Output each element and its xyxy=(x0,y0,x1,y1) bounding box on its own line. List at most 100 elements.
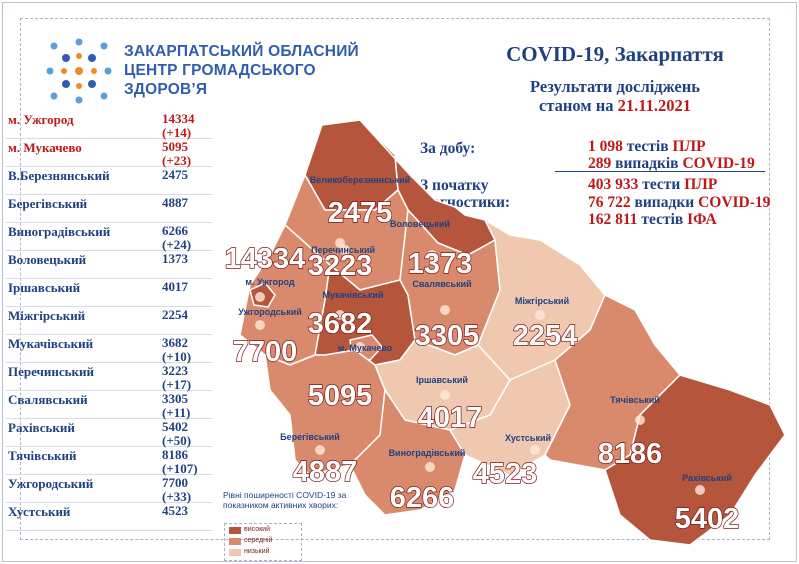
map-district-label: Іршавський xyxy=(416,375,468,385)
map-district-value: 1373 xyxy=(408,248,473,280)
district-name: Міжгірський xyxy=(8,308,86,323)
district-values: 2475 xyxy=(162,168,214,182)
content-frame xyxy=(20,18,770,540)
map-district-label: Виноградівський xyxy=(389,448,466,458)
total-tests-num: 403 933 xyxy=(588,176,639,193)
ifa-text: тестів xyxy=(641,211,684,228)
day-tests-type: ПЛР xyxy=(672,138,706,155)
map-district-label: м. Мукачево xyxy=(338,343,393,353)
day-cases-type: COVID-19 xyxy=(682,155,755,172)
district-center-marker xyxy=(335,310,345,320)
district-center-marker xyxy=(695,485,705,495)
map-district-value: 8186 xyxy=(598,438,663,470)
district-name: м. Мукачево xyxy=(8,140,82,155)
district-name: Хустський xyxy=(8,504,71,519)
district-total: 14334 xyxy=(162,111,195,126)
day-cases: 289 випадків COVID-19 xyxy=(588,155,755,172)
map-district-label: Мукачівський xyxy=(323,290,384,300)
district-delta: (+107) xyxy=(162,461,198,476)
district-name: Іршавський xyxy=(8,280,81,295)
district-name: Рахівський xyxy=(8,420,75,435)
district-total: 1373 xyxy=(162,251,188,266)
org-line-1: ЗАКАРПАТСЬКИЙ ОБЛАСНИЙ xyxy=(124,43,359,60)
district-delta: (+23) xyxy=(162,153,192,168)
district-total: 8186 xyxy=(162,447,188,462)
map-district-value: 4523 xyxy=(473,458,538,490)
map-district-label: Воловецький xyxy=(390,219,450,229)
district-center-marker xyxy=(440,305,450,315)
district-name: м. Ужгород xyxy=(8,112,74,127)
map-district-value: 5095 xyxy=(308,380,373,412)
legend-swatch-low xyxy=(229,549,241,556)
map-district-label: Свалявський xyxy=(412,279,471,289)
district-name: Берегівський xyxy=(8,196,88,211)
district-center-marker xyxy=(255,292,265,302)
table-row: Хустський 4523 xyxy=(6,502,212,531)
report-date: 21.11.2021 xyxy=(617,96,691,115)
table-row: Берегівський 4887 xyxy=(6,194,212,223)
district-delta: (+10) xyxy=(162,349,192,364)
total-cases: 76 722 випадки COVID-19 xyxy=(588,194,770,211)
district-delta: (+24) xyxy=(162,237,192,252)
legend-item-medium: середній xyxy=(229,537,297,547)
day-label: За добу: xyxy=(420,140,476,157)
district-total: 2254 xyxy=(162,307,188,322)
district-values: 4017 xyxy=(162,280,214,294)
district-name: Виноградівський xyxy=(8,224,111,239)
district-total: 7700 xyxy=(162,475,188,490)
table-row: Свалявський 3305 (+11) xyxy=(6,390,212,420)
district-delta: (+50) xyxy=(162,433,192,448)
legend-label-low: низький xyxy=(244,548,270,555)
district-total: 3223 xyxy=(162,363,188,378)
district-values: 2254 xyxy=(162,308,214,322)
district-total: 4017 xyxy=(162,279,188,294)
stats-divider xyxy=(555,171,765,172)
district-values: 4523 xyxy=(162,504,214,518)
district-values: 7700 (+33) xyxy=(162,476,214,504)
district-total: 6266 xyxy=(162,223,188,238)
legend-label-high: високий xyxy=(244,526,270,533)
district-delta: (+17) xyxy=(162,377,192,392)
map-district-value: 5402 xyxy=(675,503,740,535)
district-total: 5095 xyxy=(162,139,188,154)
day-cases-num: 289 xyxy=(588,155,612,172)
district-name: Свалявський xyxy=(8,392,88,407)
district-center-marker xyxy=(635,415,645,425)
legend-item-high: високий xyxy=(229,526,297,536)
district-delta: (+11) xyxy=(162,405,191,420)
day-tests: 1 098 тестів ПЛР xyxy=(588,138,706,155)
district-center-marker xyxy=(427,250,437,260)
table-row: Воловецький 1373 xyxy=(6,250,212,279)
total-tests: 403 933 тести ПЛР xyxy=(588,176,717,193)
table-row: м. Мукачево 5095 (+23) xyxy=(6,138,214,168)
table-row: В.Березнянський 2475 xyxy=(6,166,212,195)
map-district-label: Рахівський xyxy=(682,473,732,483)
table-row: Рахівський 5402 (+50) xyxy=(6,418,212,448)
since-label-1: З початку xyxy=(420,177,489,194)
legend-label-medium: середній xyxy=(244,537,273,544)
map-district-label: Ужгородський xyxy=(238,307,302,317)
total-cases-type: COVID-19 xyxy=(698,194,771,211)
district-total: 4887 xyxy=(162,195,188,210)
org-line-2: ЦЕНТР ГРОМАДСЬКОГО xyxy=(124,62,316,79)
district-delta: (+33) xyxy=(162,489,192,504)
total-cases-text: випадки xyxy=(634,194,695,211)
district-center-marker xyxy=(340,245,350,255)
table-row: Тячівський 8186 (+107) xyxy=(6,446,212,476)
district-values: 3223 (+17) xyxy=(162,364,214,392)
table-row: Перечинський 3223 (+17) xyxy=(6,362,214,392)
table-row: Міжгірський 2254 xyxy=(6,306,212,335)
map-district-label: Хустський xyxy=(505,433,551,443)
map-district-value: 3305 xyxy=(415,320,480,352)
day-tests-num: 1 098 xyxy=(588,138,623,155)
district-center-marker xyxy=(535,310,545,320)
district-values: 4887 xyxy=(162,196,214,210)
map-district-value: 2254 xyxy=(513,320,578,352)
district-center-marker xyxy=(315,445,325,455)
district-name: Воловецький xyxy=(8,252,87,267)
map-district-label: Берегівський xyxy=(280,432,340,442)
district-values: 5095 (+23) xyxy=(162,140,214,168)
subtitle-prefix: станом на xyxy=(539,96,614,115)
ifa-num: 162 811 xyxy=(588,211,638,228)
